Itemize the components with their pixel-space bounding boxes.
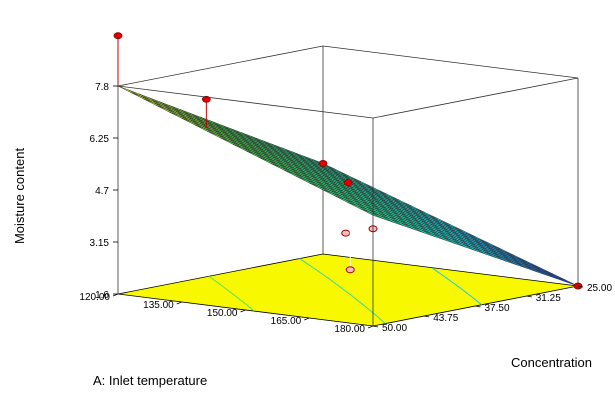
x-axis-title: A: Inlet temperature bbox=[93, 373, 207, 388]
x-tick-label: 165.00 bbox=[271, 316, 302, 327]
x-tick-label: 150.00 bbox=[207, 308, 238, 319]
x-tick bbox=[176, 301, 182, 305]
z-tick-label: 6.25 bbox=[90, 134, 110, 145]
z-axis-title: Moisture content bbox=[12, 148, 27, 244]
y-tick bbox=[372, 325, 379, 328]
floor-contour-line bbox=[208, 275, 255, 312]
z-tick-label: 1.6 bbox=[95, 290, 109, 301]
design-point bbox=[113, 32, 123, 40]
y-tick-label: 37.50 bbox=[485, 303, 510, 314]
y-tick-label: 50.00 bbox=[382, 323, 407, 334]
y-tick bbox=[577, 285, 584, 288]
y-tick bbox=[475, 305, 481, 308]
x-tick-label: 120.00 bbox=[79, 292, 110, 303]
box-edge bbox=[372, 77, 579, 119]
x-tick-label: 180.00 bbox=[334, 324, 365, 335]
y-axis-title: Concentration bbox=[511, 355, 592, 370]
floor-contour-line bbox=[299, 258, 386, 324]
design-point bbox=[345, 266, 355, 274]
box-edge bbox=[322, 45, 579, 79]
y-tick-label: 43.75 bbox=[433, 313, 458, 324]
x-tick bbox=[304, 317, 310, 321]
design-point bbox=[318, 160, 328, 167]
box-edge bbox=[117, 85, 374, 119]
z-tick-label: 3.15 bbox=[90, 238, 110, 249]
y-tick bbox=[424, 315, 430, 318]
x-tick-label: 135.00 bbox=[143, 300, 174, 311]
z-tick-label: 4.7 bbox=[95, 186, 109, 197]
y-tick bbox=[526, 295, 532, 298]
y-tick-label: 31.25 bbox=[536, 293, 561, 304]
floor-plane bbox=[117, 253, 579, 327]
design-point bbox=[341, 229, 351, 237]
y-tick-label: 25.00 bbox=[587, 283, 612, 294]
x-tick bbox=[367, 325, 374, 329]
z-tick-label: 7.8 bbox=[95, 82, 109, 93]
design-point bbox=[201, 95, 211, 103]
design-point bbox=[343, 179, 353, 187]
x-tick bbox=[240, 309, 246, 313]
box-edge bbox=[117, 45, 324, 87]
floor-contour-line bbox=[432, 267, 483, 306]
x-tick bbox=[112, 293, 119, 297]
